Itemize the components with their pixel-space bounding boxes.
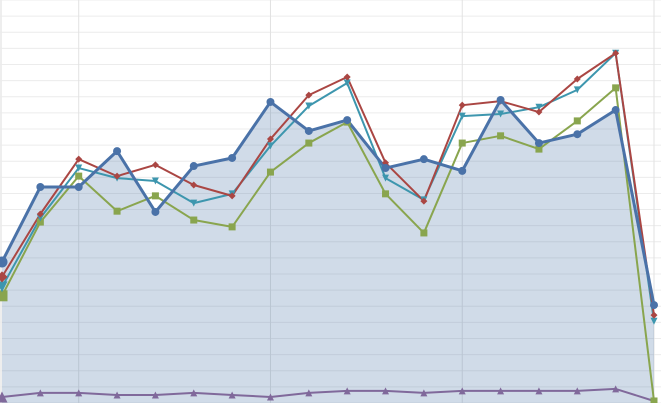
point [305,91,313,99]
point [113,147,122,156]
point [419,155,428,164]
point [573,387,581,395]
point [190,199,198,207]
point [304,126,313,135]
point [382,387,390,395]
point [151,192,159,200]
point [151,177,159,185]
point [381,164,390,173]
point [113,391,121,399]
point [497,132,505,140]
point [573,117,581,125]
point [151,207,160,216]
point [305,102,313,110]
point [36,389,44,397]
point [36,218,44,226]
point [228,153,237,162]
point [343,73,351,81]
point [0,281,8,293]
point [0,271,8,283]
point [75,172,83,180]
point [228,192,236,200]
series-line [1,86,655,402]
point [535,108,543,116]
point [382,174,390,182]
point [266,393,274,401]
series-line [0,98,656,306]
point [458,101,466,109]
area [2,99,654,403]
point [535,387,543,395]
point [535,103,543,111]
point [189,162,198,171]
point [612,84,620,92]
point [496,95,505,104]
point [573,75,581,83]
point [535,145,543,153]
point [190,389,198,397]
point [113,207,121,215]
point [190,216,198,224]
point [0,290,8,302]
series-line [1,387,655,402]
point [612,49,620,57]
point [650,397,658,403]
point [343,387,351,395]
point [0,256,8,268]
point [151,391,159,399]
point [573,86,581,94]
point [190,181,198,189]
point [458,387,466,395]
point [497,387,505,395]
point [266,135,274,143]
point [458,112,466,120]
point [75,389,83,397]
point [75,164,83,172]
point [497,110,505,118]
point [266,168,274,176]
point [534,139,543,148]
point [305,389,313,397]
point [305,139,313,147]
point [458,166,467,175]
point [612,385,620,393]
point [343,79,351,87]
point [228,223,236,231]
point [611,106,620,115]
point [36,182,45,191]
series-line [1,52,655,322]
point [382,190,390,198]
point [650,311,658,319]
point [36,210,44,218]
point [266,97,275,106]
point [74,182,83,191]
series-line [1,52,655,316]
point [420,197,428,205]
point [113,172,121,180]
point [420,229,428,237]
point [36,214,44,222]
point [266,142,274,150]
point [458,139,466,147]
point [650,301,658,310]
point [228,391,236,399]
point [0,391,8,403]
point [151,161,159,169]
point [420,389,428,397]
point [343,116,352,125]
point [650,317,658,325]
point [75,155,83,163]
point [573,130,582,139]
